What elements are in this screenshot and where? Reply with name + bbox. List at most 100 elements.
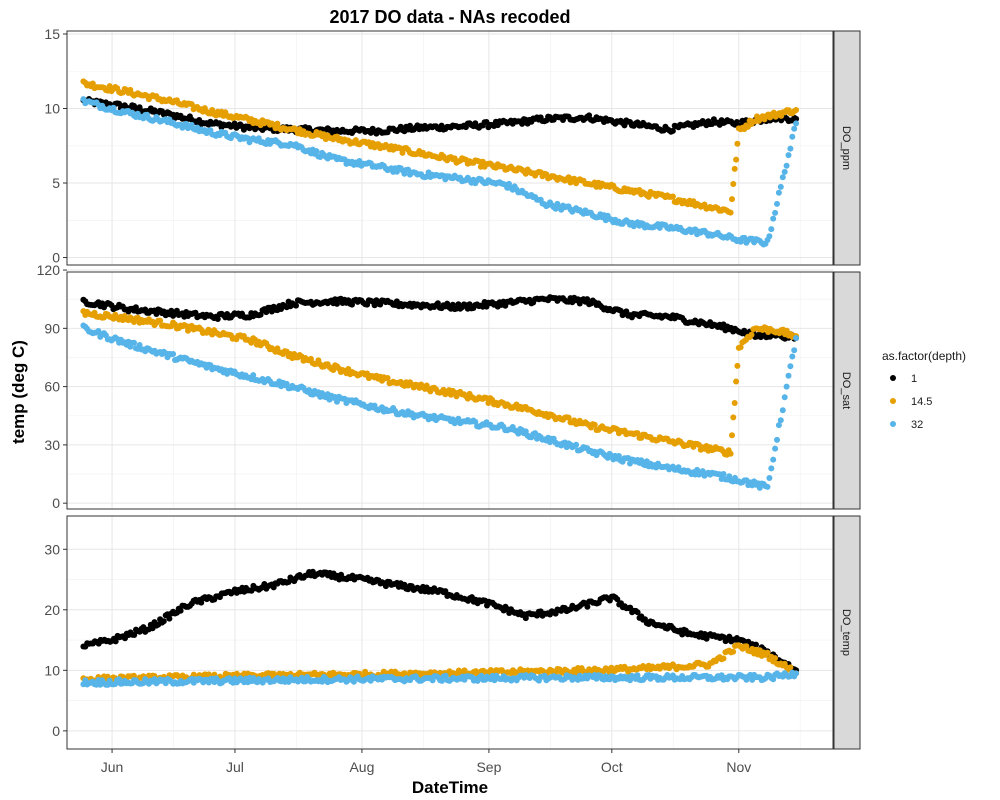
data-point bbox=[789, 133, 796, 140]
y-tick-label: 10 bbox=[44, 662, 60, 678]
data-point bbox=[170, 351, 177, 357]
facet-strip-label: DO_temp bbox=[840, 609, 852, 656]
data-point bbox=[733, 156, 740, 163]
x-tick-label: Aug bbox=[349, 759, 374, 775]
data-point bbox=[515, 430, 522, 437]
series-14.5 bbox=[80, 78, 800, 216]
data-point bbox=[726, 473, 733, 480]
data-point bbox=[439, 677, 445, 684]
legend-label: 14.5 bbox=[911, 396, 932, 408]
data-point bbox=[734, 362, 741, 369]
data-point bbox=[779, 407, 786, 414]
y-tick-label: 15 bbox=[44, 26, 60, 42]
data-point bbox=[789, 353, 796, 360]
data-point bbox=[730, 414, 737, 421]
data-point bbox=[434, 300, 441, 307]
data-point bbox=[783, 162, 790, 169]
data-point bbox=[573, 441, 580, 448]
y-tick-label: 60 bbox=[44, 379, 60, 395]
data-point bbox=[772, 445, 779, 452]
panel-DO_sat: 0 30 60 90 120 DO_sat bbox=[37, 262, 861, 511]
data-point bbox=[584, 603, 591, 610]
data-point bbox=[330, 367, 337, 373]
legend-key bbox=[890, 398, 896, 404]
panel-border bbox=[66, 271, 834, 510]
data-point bbox=[399, 149, 406, 156]
data-point bbox=[783, 383, 790, 390]
data-point bbox=[787, 664, 794, 671]
data-point bbox=[770, 456, 777, 463]
legend-key bbox=[890, 421, 896, 427]
panel-background bbox=[67, 31, 833, 265]
data-point bbox=[793, 107, 800, 113]
panel-DO_temp: 0 10 20 30 DO_temp bbox=[44, 515, 861, 750]
data-point bbox=[748, 331, 755, 338]
data-point bbox=[729, 432, 735, 439]
series-1 bbox=[80, 96, 800, 137]
data-point bbox=[153, 311, 160, 317]
series-32 bbox=[80, 96, 800, 248]
data-point bbox=[634, 430, 641, 437]
data-point bbox=[770, 215, 777, 222]
facet-strip bbox=[833, 30, 861, 266]
panel-background bbox=[67, 516, 833, 749]
legend-label: 32 bbox=[911, 419, 923, 431]
data-point bbox=[793, 115, 800, 122]
data-point bbox=[775, 189, 782, 196]
x-tick-label: Sep bbox=[476, 759, 501, 775]
data-point bbox=[766, 475, 773, 481]
data-point bbox=[214, 316, 221, 322]
x-tick-label: Jun bbox=[101, 759, 124, 775]
data-point bbox=[733, 378, 740, 385]
data-point bbox=[565, 414, 572, 421]
data-point bbox=[764, 483, 771, 490]
data-point bbox=[793, 670, 800, 677]
data-point bbox=[160, 618, 167, 625]
data-point bbox=[384, 375, 391, 381]
y-tick-label: 0 bbox=[52, 250, 60, 266]
y-tick-label: 30 bbox=[44, 437, 60, 453]
legend-entries: 1 14.5 32 bbox=[890, 373, 932, 431]
legend-entry: 32 bbox=[890, 419, 923, 431]
data-point bbox=[274, 120, 281, 127]
data-point bbox=[131, 339, 137, 346]
data-point bbox=[131, 632, 138, 638]
data-point bbox=[313, 148, 320, 155]
data-point bbox=[283, 380, 290, 387]
data-point bbox=[157, 317, 164, 324]
y-tick-label: 30 bbox=[44, 541, 60, 557]
data-point bbox=[130, 672, 137, 679]
data-point bbox=[116, 676, 122, 683]
data-point bbox=[785, 372, 792, 379]
data-point bbox=[727, 209, 734, 216]
legend-title: as.factor(depth) bbox=[882, 349, 966, 363]
y-tick-label: 90 bbox=[44, 320, 60, 336]
data-point bbox=[785, 152, 792, 159]
x-tick-label: Jul bbox=[226, 759, 244, 775]
series-32 bbox=[80, 322, 800, 491]
data-point bbox=[764, 649, 771, 656]
data-point bbox=[584, 296, 591, 303]
data-point bbox=[793, 120, 800, 127]
data-point bbox=[334, 398, 340, 405]
y-tick-label: 20 bbox=[44, 602, 60, 618]
data-point bbox=[781, 394, 788, 401]
x-tick-label: Oct bbox=[601, 759, 623, 775]
data-point bbox=[766, 233, 773, 240]
panel-border bbox=[66, 515, 834, 750]
data-point bbox=[731, 400, 738, 406]
data-point bbox=[720, 655, 727, 662]
data-point bbox=[734, 140, 741, 147]
data-point bbox=[177, 607, 184, 614]
legend-entry: 14.5 bbox=[890, 396, 932, 408]
data-point bbox=[442, 588, 449, 595]
data-point bbox=[781, 168, 788, 175]
data-point bbox=[614, 596, 621, 603]
y-tick-label: 0 bbox=[52, 495, 60, 511]
data-point bbox=[774, 200, 780, 207]
data-point bbox=[591, 421, 598, 428]
data-point bbox=[669, 127, 676, 134]
y-tick-label: 0 bbox=[52, 723, 60, 739]
data-point bbox=[791, 125, 798, 132]
